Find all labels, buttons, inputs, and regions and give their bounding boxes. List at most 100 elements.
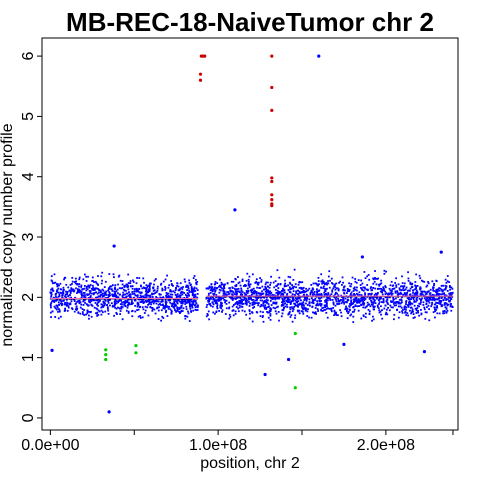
data-point-normal	[160, 304, 162, 306]
data-point-normal	[382, 286, 385, 289]
data-point-normal	[82, 300, 85, 303]
data-point-normal	[340, 315, 343, 318]
data-point-normal	[190, 300, 193, 303]
data-point-normal	[223, 292, 226, 295]
data-point-normal	[78, 300, 81, 302]
data-point-normal	[225, 307, 228, 310]
data-point-normal	[344, 301, 347, 303]
data-point-normal	[79, 301, 82, 304]
data-point-normal	[401, 282, 404, 284]
data-point-normal	[259, 277, 262, 279]
data-point-normal	[383, 272, 386, 275]
data-point-normal	[410, 311, 413, 314]
data-point-normal	[81, 313, 84, 315]
data-point-normal	[59, 302, 62, 305]
data-point-normal	[442, 299, 445, 301]
data-point-normal	[115, 300, 118, 303]
x-axis: 0.0e+00 1.0e+08 2.0e+08	[21, 430, 454, 454]
data-point-normal	[159, 283, 162, 286]
data-point-normal	[440, 293, 443, 296]
data-point-normal	[196, 292, 199, 295]
data-point-normal	[96, 311, 99, 314]
data-point-normal	[412, 298, 415, 300]
data-point-normal	[176, 302, 179, 304]
data-point-normal	[390, 300, 392, 303]
data-point-normal	[182, 307, 185, 310]
data-point-normal	[88, 310, 90, 313]
data-point-normal	[396, 308, 399, 311]
data-point-normal	[121, 280, 124, 282]
data-point-normal	[312, 311, 314, 314]
data-point-normal	[223, 284, 225, 287]
data-point-normal	[404, 308, 406, 311]
data-point-normal	[186, 289, 188, 291]
data-point-normal	[374, 270, 376, 272]
data-point-normal	[148, 286, 151, 289]
data-point-normal	[413, 316, 416, 319]
data-point-normal	[108, 293, 110, 296]
data-point-normal	[445, 311, 448, 314]
data-point-normal	[185, 284, 188, 287]
data-point-normal	[286, 300, 289, 303]
data-point-normal	[241, 291, 244, 293]
data-point-normal	[174, 300, 177, 302]
data-point-normal	[423, 290, 426, 293]
data-point-normal	[310, 316, 313, 319]
data-point-normal	[133, 288, 136, 291]
data-point-normal	[241, 303, 244, 305]
data-point-normal	[78, 285, 80, 288]
data-point-normal	[436, 305, 439, 307]
data-point-gain	[270, 198, 274, 202]
data-point-normal	[132, 279, 134, 282]
data-point-normal	[424, 317, 427, 320]
data-point-normal	[115, 311, 118, 314]
data-point-normal	[396, 290, 399, 293]
data-point-normal	[121, 318, 124, 321]
data-point-normal	[448, 300, 450, 303]
data-point-normal	[311, 305, 314, 308]
data-point-normal	[288, 311, 291, 313]
data-point-normal	[313, 293, 316, 296]
data-point-normal	[57, 310, 59, 313]
data-point-normal	[231, 309, 234, 312]
data-point-normal	[197, 305, 199, 308]
data-point-normal	[332, 306, 334, 309]
data-point-normal	[85, 287, 88, 290]
data-point-normal	[145, 301, 148, 303]
data-point-normal	[166, 306, 168, 308]
data-point-normal	[310, 283, 313, 286]
data-point-normal	[411, 302, 414, 305]
data-point-normal	[51, 287, 54, 290]
data-point-normal	[137, 308, 140, 311]
data-point-normal	[297, 289, 300, 292]
data-point-normal	[173, 305, 176, 308]
data-point-normal	[179, 300, 181, 303]
data-point-normal	[450, 309, 453, 312]
data-point-normal	[114, 288, 117, 291]
data-point-normal	[230, 280, 233, 283]
data-point-gain	[270, 204, 274, 208]
data-point-normal	[308, 301, 311, 303]
data-point-normal	[234, 277, 237, 280]
data-point-normal	[50, 316, 52, 318]
data-point-normal	[124, 304, 127, 307]
data-point-normal	[447, 298, 449, 301]
data-point-normal	[49, 304, 52, 307]
data-point-normal	[443, 304, 446, 306]
data-point-normal	[316, 288, 318, 291]
data-point-normal	[67, 302, 69, 305]
data-point-normal	[436, 293, 438, 295]
data-point-normal	[389, 304, 392, 307]
data-point-normal	[85, 285, 88, 288]
data-point-normal	[205, 296, 208, 299]
data-point-normal	[308, 287, 311, 290]
data-point-normal	[186, 315, 189, 318]
data-point-normal	[103, 304, 106, 307]
data-point-normal	[320, 286, 323, 289]
data-point-normal	[378, 311, 381, 314]
data-point-normal	[315, 312, 317, 315]
data-point-normal	[277, 305, 279, 308]
data-point-normal	[190, 311, 193, 313]
data-point-normal	[353, 286, 356, 289]
data-point-normal	[326, 297, 329, 300]
